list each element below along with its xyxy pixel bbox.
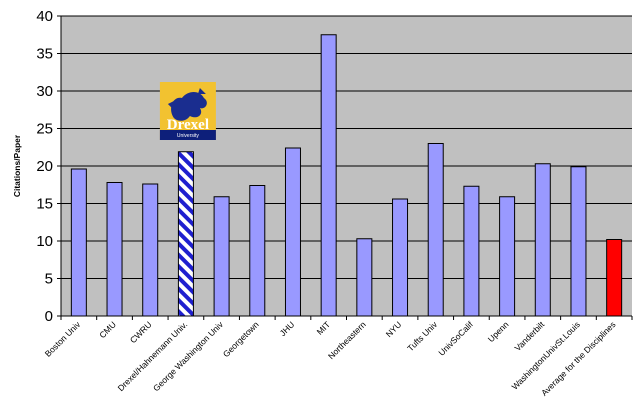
logo-text-band: [159, 130, 216, 140]
y-tick-label: 30: [36, 83, 53, 100]
x-tick-label: UnivSoCalif: [436, 319, 475, 358]
x-tick-label: George Washington Univ: [151, 319, 226, 394]
bar: [213, 196, 230, 317]
y-tick-label: 10: [36, 233, 53, 250]
x-tick-label: MIT: [315, 319, 332, 336]
y-tick-label: 15: [36, 196, 53, 213]
drexel-logo: Drexel University: [159, 82, 216, 140]
y-tick-label: 20: [36, 158, 53, 175]
y-tick-label: 5: [45, 271, 53, 288]
x-tick-label: Vanderbilt: [512, 319, 546, 353]
bar: [534, 163, 551, 317]
y-tick-label: 0: [45, 308, 53, 325]
bar: [249, 185, 266, 317]
x-tick-label: Northeastern: [326, 319, 368, 361]
bar: [70, 168, 87, 317]
x-tick-label: CMU: [97, 319, 118, 340]
x-tick-label: Drexel/Hahnemann Univ.: [116, 319, 190, 393]
y-tick-label: 40: [36, 8, 53, 25]
bar: [463, 185, 480, 317]
y-tick-label: 35: [36, 46, 53, 63]
bar: [392, 198, 409, 317]
x-tick-label: JHU: [278, 319, 297, 338]
bar: [177, 151, 194, 317]
x-tick-label: Average for the Disciplines: [539, 319, 617, 397]
bar: [320, 34, 337, 317]
logo-subtitle: University: [177, 133, 199, 139]
x-tick-label: Georgetown: [221, 319, 261, 359]
x-tick-label: Tufts Univ: [405, 319, 439, 353]
bar: [106, 182, 123, 317]
x-tick-label: Upenn: [486, 319, 511, 344]
bar: [427, 143, 444, 317]
logo-wordmark: Drexel: [167, 117, 209, 133]
bar: [499, 196, 516, 317]
bar: [356, 238, 373, 317]
y-axis: 0 5 10 15 20 25 30 35 40: [36, 8, 62, 325]
bar: [570, 166, 587, 317]
dragon-icon: [167, 88, 207, 121]
y-axis-label: Citations/Paper: [12, 134, 22, 197]
y-tick-label: 25: [36, 121, 53, 138]
bar: [142, 183, 159, 317]
bar: [284, 147, 301, 317]
bar-average: [606, 239, 623, 317]
x-tick-label: WashingtonUnivSt.Louis: [510, 319, 582, 391]
dragon-spikes: [167, 88, 206, 108]
x-tick-label: CWRU: [128, 319, 154, 345]
x-tick-label: NYU: [384, 319, 404, 339]
dragon-body: [171, 92, 207, 121]
